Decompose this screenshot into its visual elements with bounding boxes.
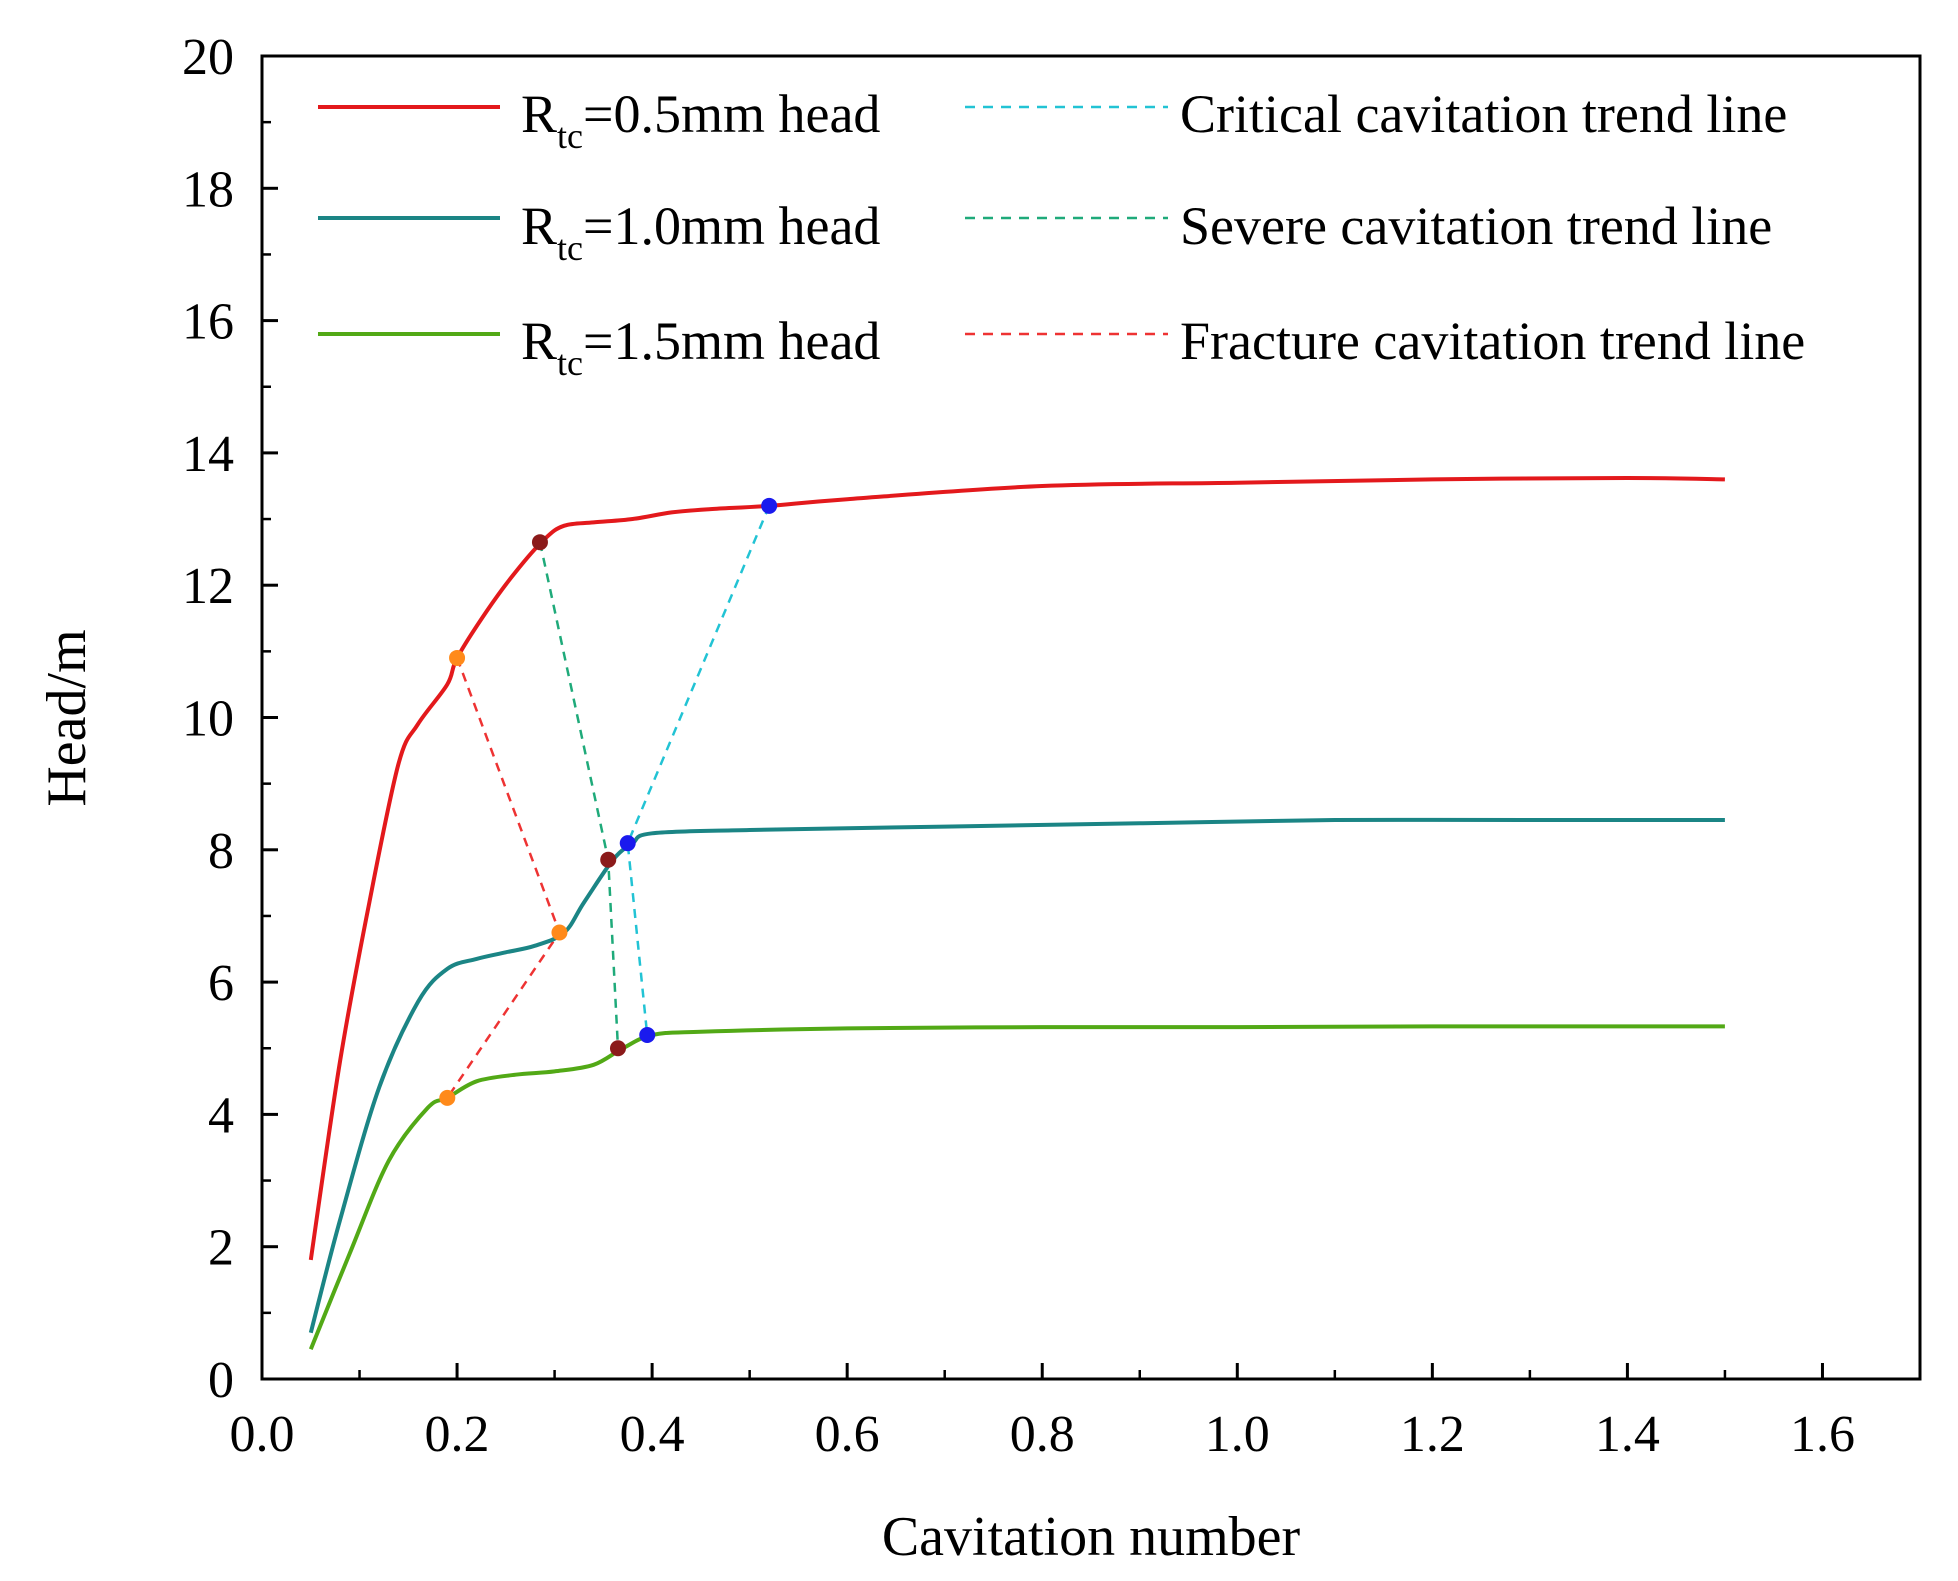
legend-label-r: R [521,311,557,371]
legend: Rtc=0.5mm head Rtc=1.0mm head Rtc=1.5mm … [318,84,1805,383]
x-tick-label: 0.2 [425,1406,490,1463]
legend-label-rtc10: Rtc=1.0mm head [521,196,880,268]
fracture-point-marker [449,649,466,666]
legend-label-rtc15: Rtc=1.5mm head [521,311,880,383]
legend-label-rest: =1.5mm head [583,311,880,371]
x-axis-title: Cavitation number [882,1506,1301,1568]
legend-label-severe: Severe cavitation trend line [1180,196,1772,256]
series-line-rtc15 [308,1024,1725,1350]
cavitation-markers [439,497,778,1106]
x-tick-label: 1.0 [1205,1406,1270,1463]
tick-labels: 0.0 0.2 0.4 0.6 0.8 1.0 1.2 1.4 1.6 0 2 4 6 8 10 12 14 16… [182,29,1855,1463]
critical-point-marker [619,835,636,852]
fracture-point-marker [439,1089,456,1106]
legend-label-fracture: Fracture cavitation trend line [1180,311,1805,371]
y-tick-label: 6 [208,955,234,1012]
legend-label-sub: tc [557,343,583,383]
legend-label-r: R [521,196,557,256]
series-line-rtc05 [308,476,1725,1261]
y-tick-label: 0 [208,1352,234,1409]
severe-point-marker [600,851,617,868]
x-tick-label: 0.4 [620,1406,685,1463]
x-tick-label: 0.8 [1010,1406,1075,1463]
legend-label-r: R [521,84,557,144]
y-tick-label: 14 [182,426,234,483]
x-tick-label: 0.6 [815,1406,880,1463]
critical-point-marker [761,497,778,514]
legend-label-rtc05: Rtc=0.5mm head [521,84,880,156]
legend-label-critical: Critical cavitation trend line [1180,84,1787,144]
y-tick-label: 18 [182,161,234,218]
severe-point-marker [609,1040,626,1057]
y-tick-label: 2 [208,1220,234,1277]
y-tick-label: 12 [182,558,234,615]
x-tick-label: 1.2 [1400,1406,1465,1463]
x-tick-label: 1.6 [1790,1406,1855,1463]
y-tick-label: 16 [182,294,234,351]
x-tick-label: 0.0 [230,1406,295,1463]
fracture-point-marker [551,924,568,941]
legend-label-rest: =1.0mm head [583,196,880,256]
y-axis-title: Head/m [36,629,98,806]
legend-label-sub: tc [557,116,583,156]
critical-point-marker [639,1027,656,1044]
plot-frame [260,54,1922,1381]
legend-label-sub: tc [557,228,583,268]
y-tick-label: 4 [208,1087,234,1144]
severe-point-marker [531,534,548,551]
legend-label-rest: =0.5mm head [583,84,880,144]
y-tick-label: 10 [182,691,234,748]
y-tick-label: 8 [208,823,234,880]
y-tick-label: 20 [182,29,234,86]
x-tick-label: 1.4 [1595,1406,1660,1463]
axis-ticks [260,54,1824,1381]
